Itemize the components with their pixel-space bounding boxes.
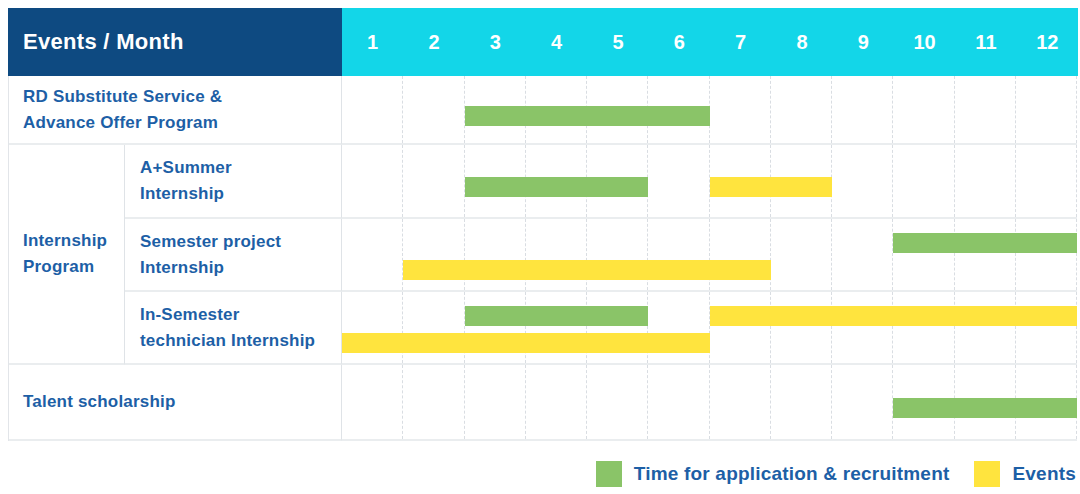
row-label-line: Internship bbox=[140, 255, 341, 281]
gantt-row-semester-project bbox=[342, 219, 1077, 292]
application-bar bbox=[465, 106, 710, 126]
month-grid-cell bbox=[342, 145, 403, 217]
row-label-talent-scholarship: Talent scholarship bbox=[9, 365, 342, 441]
row-label-a-plus-summer-internship: A+Summer Internship bbox=[125, 145, 342, 219]
month-grid-cell bbox=[955, 219, 1016, 290]
month-grid-cell bbox=[771, 76, 832, 143]
month-header: 10 bbox=[894, 31, 955, 54]
group-label-line: Program bbox=[23, 254, 124, 280]
row-label-line: Internship bbox=[140, 181, 341, 207]
application-bar bbox=[465, 177, 649, 197]
application-bar bbox=[465, 306, 649, 326]
event-bar bbox=[710, 306, 1078, 326]
month-header: 12 bbox=[1017, 31, 1078, 54]
legend-item-application: Time for application & recruitment bbox=[596, 461, 950, 487]
month-header: 8 bbox=[771, 31, 832, 54]
month-header: 5 bbox=[587, 31, 648, 54]
legend-label-events: Events bbox=[1012, 463, 1076, 485]
group-label-line: Internship bbox=[23, 228, 124, 254]
month-grid-cell bbox=[587, 365, 648, 439]
month-header: 9 bbox=[833, 31, 894, 54]
month-grid-cell bbox=[403, 76, 464, 143]
month-grid-cell bbox=[832, 145, 893, 217]
gantt-schedule-page: Events / Month 123456789101112 RD Substi… bbox=[0, 0, 1080, 494]
month-grid-cell bbox=[526, 365, 587, 439]
month-grid-cell bbox=[648, 365, 709, 439]
row-label-line: Semester project bbox=[140, 229, 341, 255]
month-grid-cell bbox=[403, 365, 464, 439]
month-grid-cell bbox=[893, 219, 954, 290]
legend-item-events: Events bbox=[974, 461, 1076, 487]
application-color-swatch bbox=[596, 461, 622, 487]
events-month-table: Events / Month 123456789101112 RD Substi… bbox=[8, 8, 1076, 441]
month-grid-cell bbox=[648, 145, 709, 217]
table-title-cell: Events / Month bbox=[8, 8, 342, 76]
month-header: 4 bbox=[526, 31, 587, 54]
month-grid-cell bbox=[1016, 219, 1077, 290]
row-label-in-semester-technician-internship: In-Semester technician Internship bbox=[125, 292, 342, 365]
month-grid-cell bbox=[771, 365, 832, 439]
month-grid-cell bbox=[342, 76, 403, 143]
month-header: 2 bbox=[403, 31, 464, 54]
month-grid-cell bbox=[832, 365, 893, 439]
table-title: Events / Month bbox=[23, 29, 184, 55]
month-grid-cell bbox=[403, 145, 464, 217]
month-grid-cell bbox=[342, 219, 403, 290]
month-grid-cell bbox=[771, 219, 832, 290]
month-header: 6 bbox=[649, 31, 710, 54]
month-grid-cell bbox=[832, 76, 893, 143]
event-bar bbox=[342, 333, 710, 353]
month-grid-cell bbox=[1016, 292, 1077, 363]
event-bar bbox=[403, 260, 771, 280]
row-label-line: A+Summer bbox=[140, 155, 341, 181]
month-grid-cell bbox=[342, 365, 403, 439]
month-grid-cell bbox=[832, 292, 893, 363]
month-header: 1 bbox=[342, 31, 403, 54]
row-label-rd-substitute: RD Substitute Service & Advance Offer Pr… bbox=[9, 76, 342, 145]
row-label-line: technician Internship bbox=[140, 328, 341, 354]
group-label-internship-program: Internship Program bbox=[9, 145, 125, 365]
month-grid-cell bbox=[832, 219, 893, 290]
month-header-row: 123456789101112 bbox=[342, 8, 1078, 76]
row-label-line: Talent scholarship bbox=[23, 389, 341, 415]
month-grid-cell bbox=[1016, 76, 1077, 143]
application-bar bbox=[893, 233, 1077, 253]
row-label-semester-project-internship: Semester project Internship bbox=[125, 219, 342, 292]
month-grid-cell bbox=[955, 145, 1016, 217]
application-bar bbox=[893, 398, 1077, 418]
row-label-line: RD Substitute Service & bbox=[23, 84, 341, 110]
month-header: 7 bbox=[710, 31, 771, 54]
month-grid-cell bbox=[955, 76, 1016, 143]
row-label-line: In-Semester bbox=[140, 302, 341, 328]
gantt-row-in-semester-technician bbox=[342, 292, 1077, 365]
gantt-row-rd-substitute bbox=[342, 76, 1077, 145]
events-color-swatch bbox=[974, 461, 1000, 487]
month-grid-cell bbox=[955, 292, 1016, 363]
month-grid-cell bbox=[710, 292, 771, 363]
gantt-row-talent-scholarship bbox=[342, 365, 1077, 441]
row-label-line: Advance Offer Program bbox=[23, 110, 341, 136]
month-grid-cell bbox=[893, 76, 954, 143]
month-grid-cell bbox=[710, 76, 771, 143]
legend-label-application: Time for application & recruitment bbox=[634, 463, 950, 485]
month-grid-cell bbox=[1016, 145, 1077, 217]
legend: Time for application & recruitment Event… bbox=[596, 461, 1076, 487]
gantt-row-a-plus-summer bbox=[342, 145, 1077, 219]
month-grid-cell bbox=[465, 365, 526, 439]
month-grid-cell bbox=[893, 292, 954, 363]
month-grid-cell bbox=[893, 145, 954, 217]
month-header: 11 bbox=[955, 31, 1016, 54]
event-bar bbox=[710, 177, 833, 197]
month-grid-cell bbox=[771, 292, 832, 363]
month-grid-cell bbox=[710, 365, 771, 439]
month-header: 3 bbox=[465, 31, 526, 54]
